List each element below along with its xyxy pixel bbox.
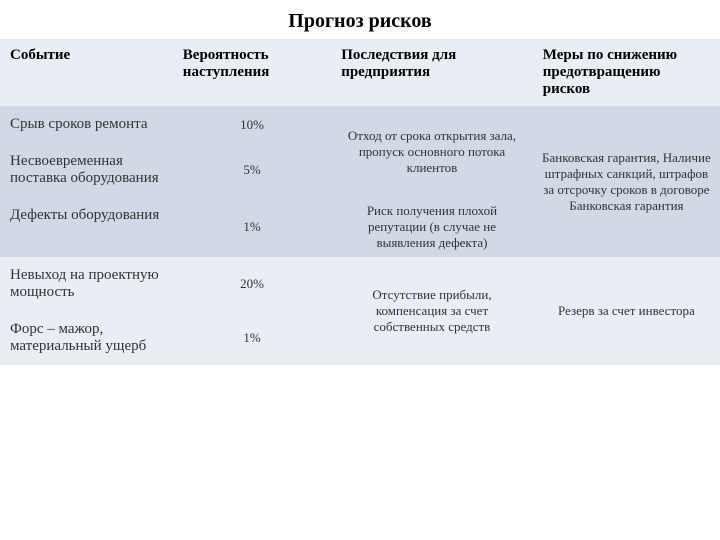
col-event: Событие <box>0 39 173 106</box>
cell-event: Невыход на проектную мощность <box>0 257 173 311</box>
col-meas: Меры по снижению предотвращению рисков <box>533 39 720 106</box>
table-header-row: Событие Вероятность наступления Последст… <box>0 39 720 106</box>
cell-meas: Резерв за счет инвестора <box>533 257 720 365</box>
table-row: Невыход на проектную мощность 20% Отсутс… <box>0 257 720 311</box>
table-row: Срыв сроков ремонта 10% Отход от срока о… <box>0 106 720 143</box>
col-cons: Последствия для предприятия <box>331 39 533 106</box>
cell-prob: 5% <box>173 143 331 197</box>
cell-cons: Отсутствие прибыли, компенсация за счет … <box>331 257 533 365</box>
cell-prob: 10% <box>173 106 331 143</box>
cell-event: Форс – мажор, материальный ущерб <box>0 311 173 365</box>
cell-cons: Риск получения плохой репутации (в случа… <box>331 197 533 257</box>
cell-event: Дефекты оборудования <box>0 197 173 257</box>
page-title: Прогноз рисков <box>0 0 720 39</box>
cell-cons: Отход от срока открытия зала, пропуск ос… <box>331 106 533 197</box>
cell-prob: 20% <box>173 257 331 311</box>
cell-prob: 1% <box>173 197 331 257</box>
cell-prob: 1% <box>173 311 331 365</box>
cell-event: Срыв сроков ремонта <box>0 106 173 143</box>
cell-event: Несвоевременная поставка оборудования <box>0 143 173 197</box>
col-prob: Вероятность наступления <box>173 39 331 106</box>
cell-meas: Банковская гарантия, Наличие штрафных са… <box>533 106 720 257</box>
risk-table: Событие Вероятность наступления Последст… <box>0 39 720 365</box>
